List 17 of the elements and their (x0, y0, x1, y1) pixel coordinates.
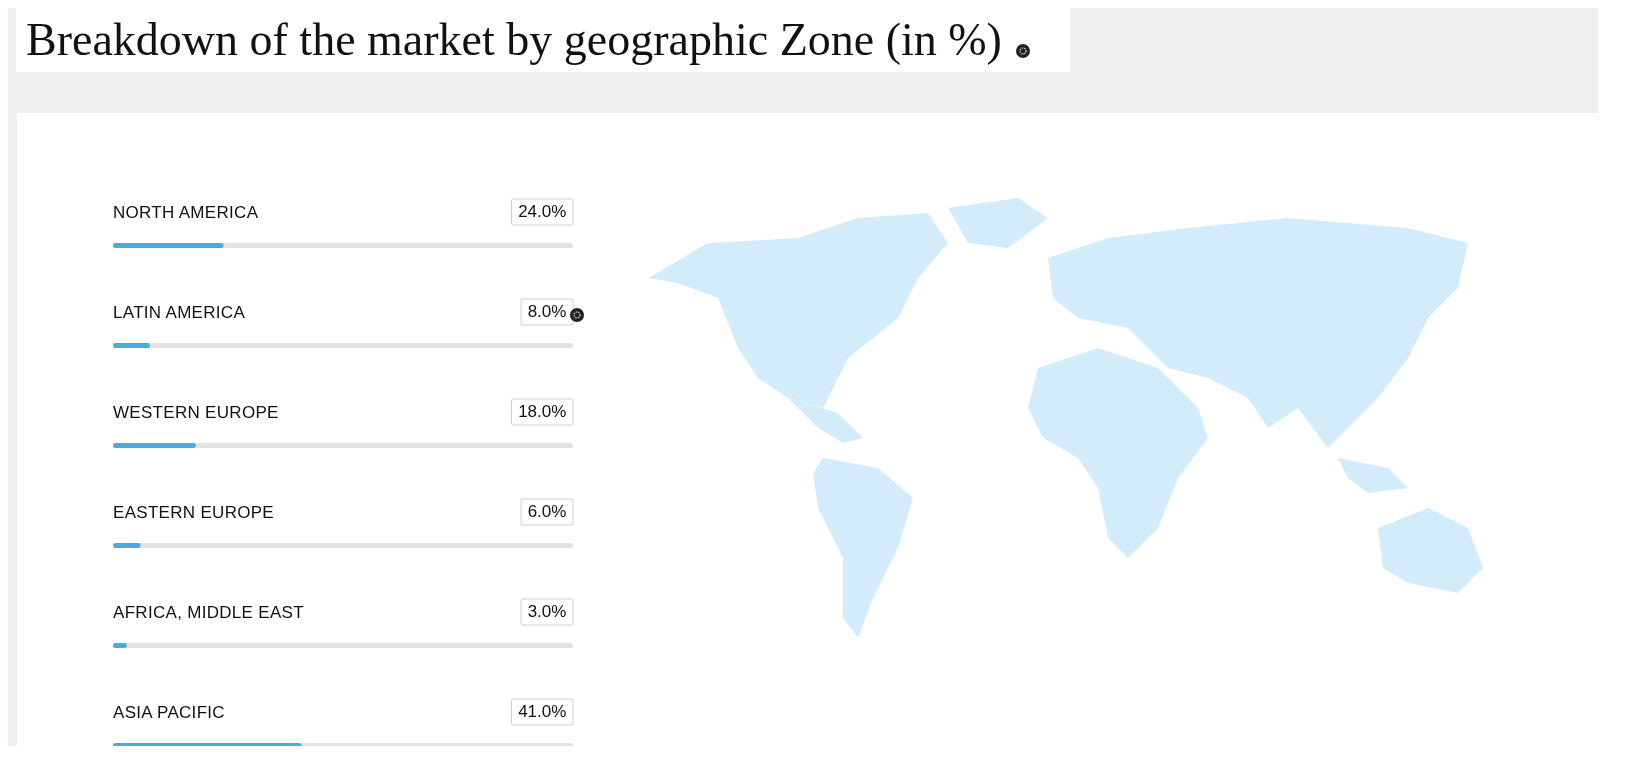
bar (113, 543, 141, 548)
bar (113, 243, 224, 248)
y-tick-label: NORTH AMERICA (113, 203, 259, 222)
y-tick-label: WESTERN EUROPE (113, 403, 279, 422)
data-label: 41.0% (518, 702, 567, 721)
y-tick-label: EASTERN EUROPE (113, 503, 275, 522)
y-tick-label: LATIN AMERICA (113, 303, 246, 322)
data-label: 6.0% (527, 502, 567, 521)
y-tick-label: AFRICA, MIDDLE EAST (113, 603, 304, 622)
bar (113, 443, 196, 448)
data-label: 8.0% (527, 302, 567, 321)
chart-title: Breakdown of the market by geographic Zone (in %) (26, 14, 1002, 65)
y-tick-label: ASIA PACIFIC (113, 703, 225, 722)
data-label: 24.0% (518, 202, 567, 221)
bar (113, 343, 150, 348)
data-label: 3.0% (527, 602, 567, 621)
data-label: 18.0% (518, 402, 567, 421)
